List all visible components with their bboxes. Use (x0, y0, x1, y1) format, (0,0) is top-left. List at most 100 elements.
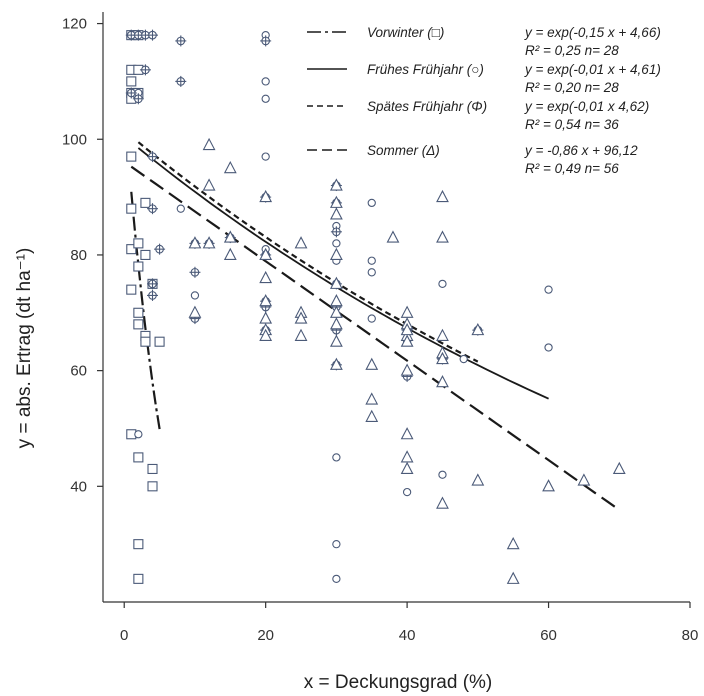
legend-stats: R² = 0,49 n= 56 (525, 161, 619, 176)
data-point-series-4 (506, 571, 520, 584)
y-tick-label: 60 (70, 363, 87, 380)
data-point-series-2 (261, 94, 270, 103)
legend-stats: R² = 0,25 n= 28 (525, 43, 619, 58)
data-point-series-3 (147, 151, 159, 163)
data-point-series-3 (260, 35, 272, 47)
x-tick-label: 40 (399, 627, 416, 644)
data-point-series-4 (365, 409, 379, 422)
data-point-series-4 (471, 473, 485, 486)
data-point-series-2 (261, 77, 270, 86)
fit-line-series-4 (130, 165, 620, 511)
data-point-series-3 (125, 87, 137, 99)
data-point-series-1 (133, 573, 144, 584)
data-point-series-3 (139, 64, 151, 76)
data-point-series-1 (147, 463, 158, 475)
data-point-series-3 (154, 243, 166, 255)
data-point-series-4 (400, 450, 414, 463)
data-point-series-4 (202, 236, 216, 249)
legend-label: Vorwinter (□) (367, 25, 444, 40)
data-point-series-3 (189, 266, 201, 278)
fit-line-series-2 (137, 147, 549, 400)
data-point-series-4 (259, 247, 273, 260)
data-points (125, 29, 626, 584)
data-point-series-4 (436, 375, 449, 388)
data-point-series-2 (261, 152, 270, 161)
data-point-series-4 (259, 294, 273, 307)
data-point-series-4 (542, 479, 555, 492)
data-point-series-2 (134, 430, 143, 439)
data-point-series-2 (367, 268, 376, 277)
data-point-series-1 (133, 319, 144, 330)
fit-line-series-3 (137, 141, 479, 363)
x-tick-label: 60 (540, 627, 557, 644)
data-point-series-4 (386, 230, 400, 243)
legend-label: Sommer (Δ) (367, 143, 440, 158)
data-point-series-4 (223, 247, 237, 260)
legend-stats: R² = 0,20 n= 28 (525, 80, 619, 95)
data-point-series-1 (133, 307, 144, 318)
data-point-series-4 (329, 207, 343, 220)
data-point-series-3 (330, 226, 342, 238)
data-point-series-2 (367, 198, 376, 208)
regression-lines (130, 141, 620, 511)
data-point-series-2 (176, 204, 185, 213)
data-point-series-3 (147, 289, 159, 301)
data-point-series-4 (436, 351, 449, 365)
data-point-series-4 (223, 160, 237, 174)
data-point-series-2 (459, 354, 468, 364)
y-tick-label: 80 (70, 247, 87, 264)
legend-equation: y = exp(-0,01 x + 4,61) (524, 62, 661, 77)
y-tick-label: 40 (70, 478, 87, 495)
data-point-series-1 (140, 336, 151, 347)
data-point-series-4 (294, 236, 308, 249)
data-point-series-4 (400, 322, 414, 336)
x-tick-label: 80 (682, 627, 699, 644)
data-point-series-4 (329, 317, 343, 330)
data-point-series-2 (332, 453, 341, 462)
data-point-series-4 (436, 230, 449, 243)
data-point-series-4 (436, 496, 449, 509)
x-tick-label: 20 (257, 627, 274, 644)
data-point-series-4 (223, 230, 237, 243)
data-point-series-4 (188, 305, 202, 318)
data-point-series-2 (544, 285, 553, 294)
data-point-series-2 (367, 314, 376, 323)
data-point-series-4 (365, 357, 379, 370)
data-point-series-2 (332, 574, 341, 584)
data-point-series-1 (126, 284, 137, 295)
data-point-series-4 (329, 276, 343, 289)
data-point-series-1 (147, 481, 158, 492)
data-point-series-2 (332, 540, 341, 549)
data-point-series-3 (147, 278, 159, 290)
data-point-series-2 (544, 343, 553, 352)
data-point-series-4 (577, 473, 591, 486)
data-point-series-4 (294, 328, 308, 341)
data-point-series-2 (190, 291, 200, 300)
data-point-series-4 (329, 334, 343, 347)
data-point-series-3 (175, 75, 187, 87)
data-point-series-4 (506, 536, 520, 550)
data-point-series-2 (367, 256, 376, 265)
data-point-series-4 (202, 178, 216, 191)
data-point-series-1 (140, 197, 151, 208)
data-point-series-4 (259, 328, 273, 341)
data-point-series-4 (612, 461, 626, 475)
data-point-series-1 (126, 244, 137, 255)
data-point-series-4 (202, 137, 216, 151)
data-point-series-4 (436, 189, 449, 203)
data-point-series-3 (147, 203, 159, 215)
data-point-series-4 (259, 270, 273, 284)
data-point-series-4 (294, 311, 308, 324)
data-point-series-1 (126, 76, 137, 87)
x-tick-label: 0 (120, 627, 128, 644)
data-point-series-1 (133, 238, 144, 249)
axes: 0 20 40 60 80 40 60 80 100 120 (62, 12, 698, 644)
data-point-series-3 (147, 29, 159, 41)
data-point-series-1 (126, 203, 137, 214)
data-point-series-4 (400, 305, 414, 318)
data-point-series-4 (259, 189, 273, 203)
data-point-series-4 (329, 178, 343, 191)
data-point-series-1 (154, 336, 165, 347)
data-point-series-1 (126, 151, 137, 162)
